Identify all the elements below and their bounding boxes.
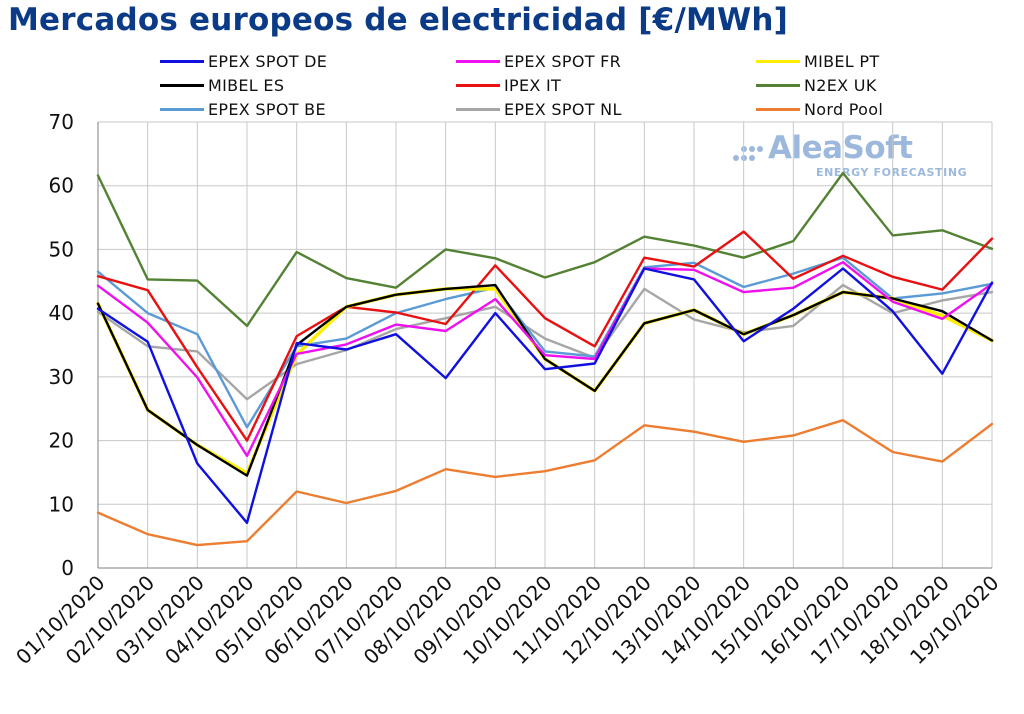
series-line-n2ex-uk — [96, 171, 994, 328]
watermark-subtitle: ENERGY FORECASTING — [816, 166, 968, 179]
legend-swatch — [160, 107, 204, 111]
legend-label: IPEX IT — [504, 75, 562, 95]
y-tick-label: 50 — [49, 237, 74, 261]
legend-swatch — [756, 83, 800, 87]
chart-title: Mercados europeos de electricidad [€/MWh… — [8, 2, 789, 38]
series-line-nord-pool — [96, 419, 994, 547]
legend-item-mibel-pt: MIBEL PT — [756, 50, 879, 72]
series-line-epex-spot-nl — [96, 283, 994, 401]
legend-swatch — [756, 59, 800, 63]
legend-label: EPEX SPOT FR — [504, 51, 622, 71]
legend-swatch — [756, 107, 800, 111]
y-tick-label: 70 — [49, 110, 74, 134]
legend-item-epex-spot-de: EPEX SPOT DE — [160, 50, 327, 72]
legend-item-epex-spot-fr: EPEX SPOT FR — [456, 50, 621, 72]
y-tick-label: 40 — [49, 301, 74, 325]
legend-swatch — [456, 59, 500, 63]
legend-label: EPEX SPOT NL — [504, 99, 622, 119]
series-line-epex-spot-de — [96, 267, 994, 524]
series-line-mibel-es — [96, 283, 994, 477]
y-tick-label: 20 — [49, 429, 74, 453]
legend-item-n2ex-uk: N2EX UK — [756, 74, 877, 96]
y-tick-label: 60 — [49, 174, 74, 198]
legend-item-epex-spot-nl: EPEX SPOT NL — [456, 98, 622, 120]
legend-label: MIBEL PT — [804, 51, 880, 71]
grid-lines — [97, 121, 993, 569]
series-line-ipex-it — [96, 230, 994, 442]
legend-label: N2EX UK — [804, 75, 877, 95]
y-tick-label: 10 — [49, 492, 74, 516]
legend-label: EPEX SPOT DE — [208, 51, 328, 71]
legend-swatch — [160, 83, 204, 87]
legend-swatch — [160, 59, 204, 63]
y-tick-label: 0 — [61, 556, 74, 580]
y-axis-ticks: 0 10 20 30 40 50 60 70 — [49, 110, 74, 580]
series-lines — [96, 171, 994, 547]
legend-item-mibel-es: MIBEL ES — [160, 74, 284, 96]
legend-item-epex-spot-be: EPEX SPOT BE — [160, 98, 326, 120]
legend-swatch — [456, 83, 500, 87]
series-line-epex-spot-be — [96, 256, 994, 429]
y-tick-label: 30 — [49, 365, 74, 389]
legend-swatch — [456, 107, 500, 111]
legend-label: EPEX SPOT BE — [208, 99, 326, 119]
legend-item-ipex-it: IPEX IT — [456, 74, 561, 96]
legend-label: Nord Pool — [804, 99, 884, 119]
chart-legend: EPEX SPOT DE EPEX SPOT FR MIBEL PT MIBEL ES… — [160, 50, 920, 126]
series-line-epex-spot-fr — [96, 261, 994, 458]
legend-item-nord-pool: Nord Pool — [756, 98, 883, 120]
legend-label: MIBEL ES — [208, 75, 285, 95]
watermark-brand: AleaSoft — [768, 130, 913, 166]
x-axis-ticks: 01/10/202002/10/202003/10/202004/10/2020… — [11, 571, 1003, 669]
